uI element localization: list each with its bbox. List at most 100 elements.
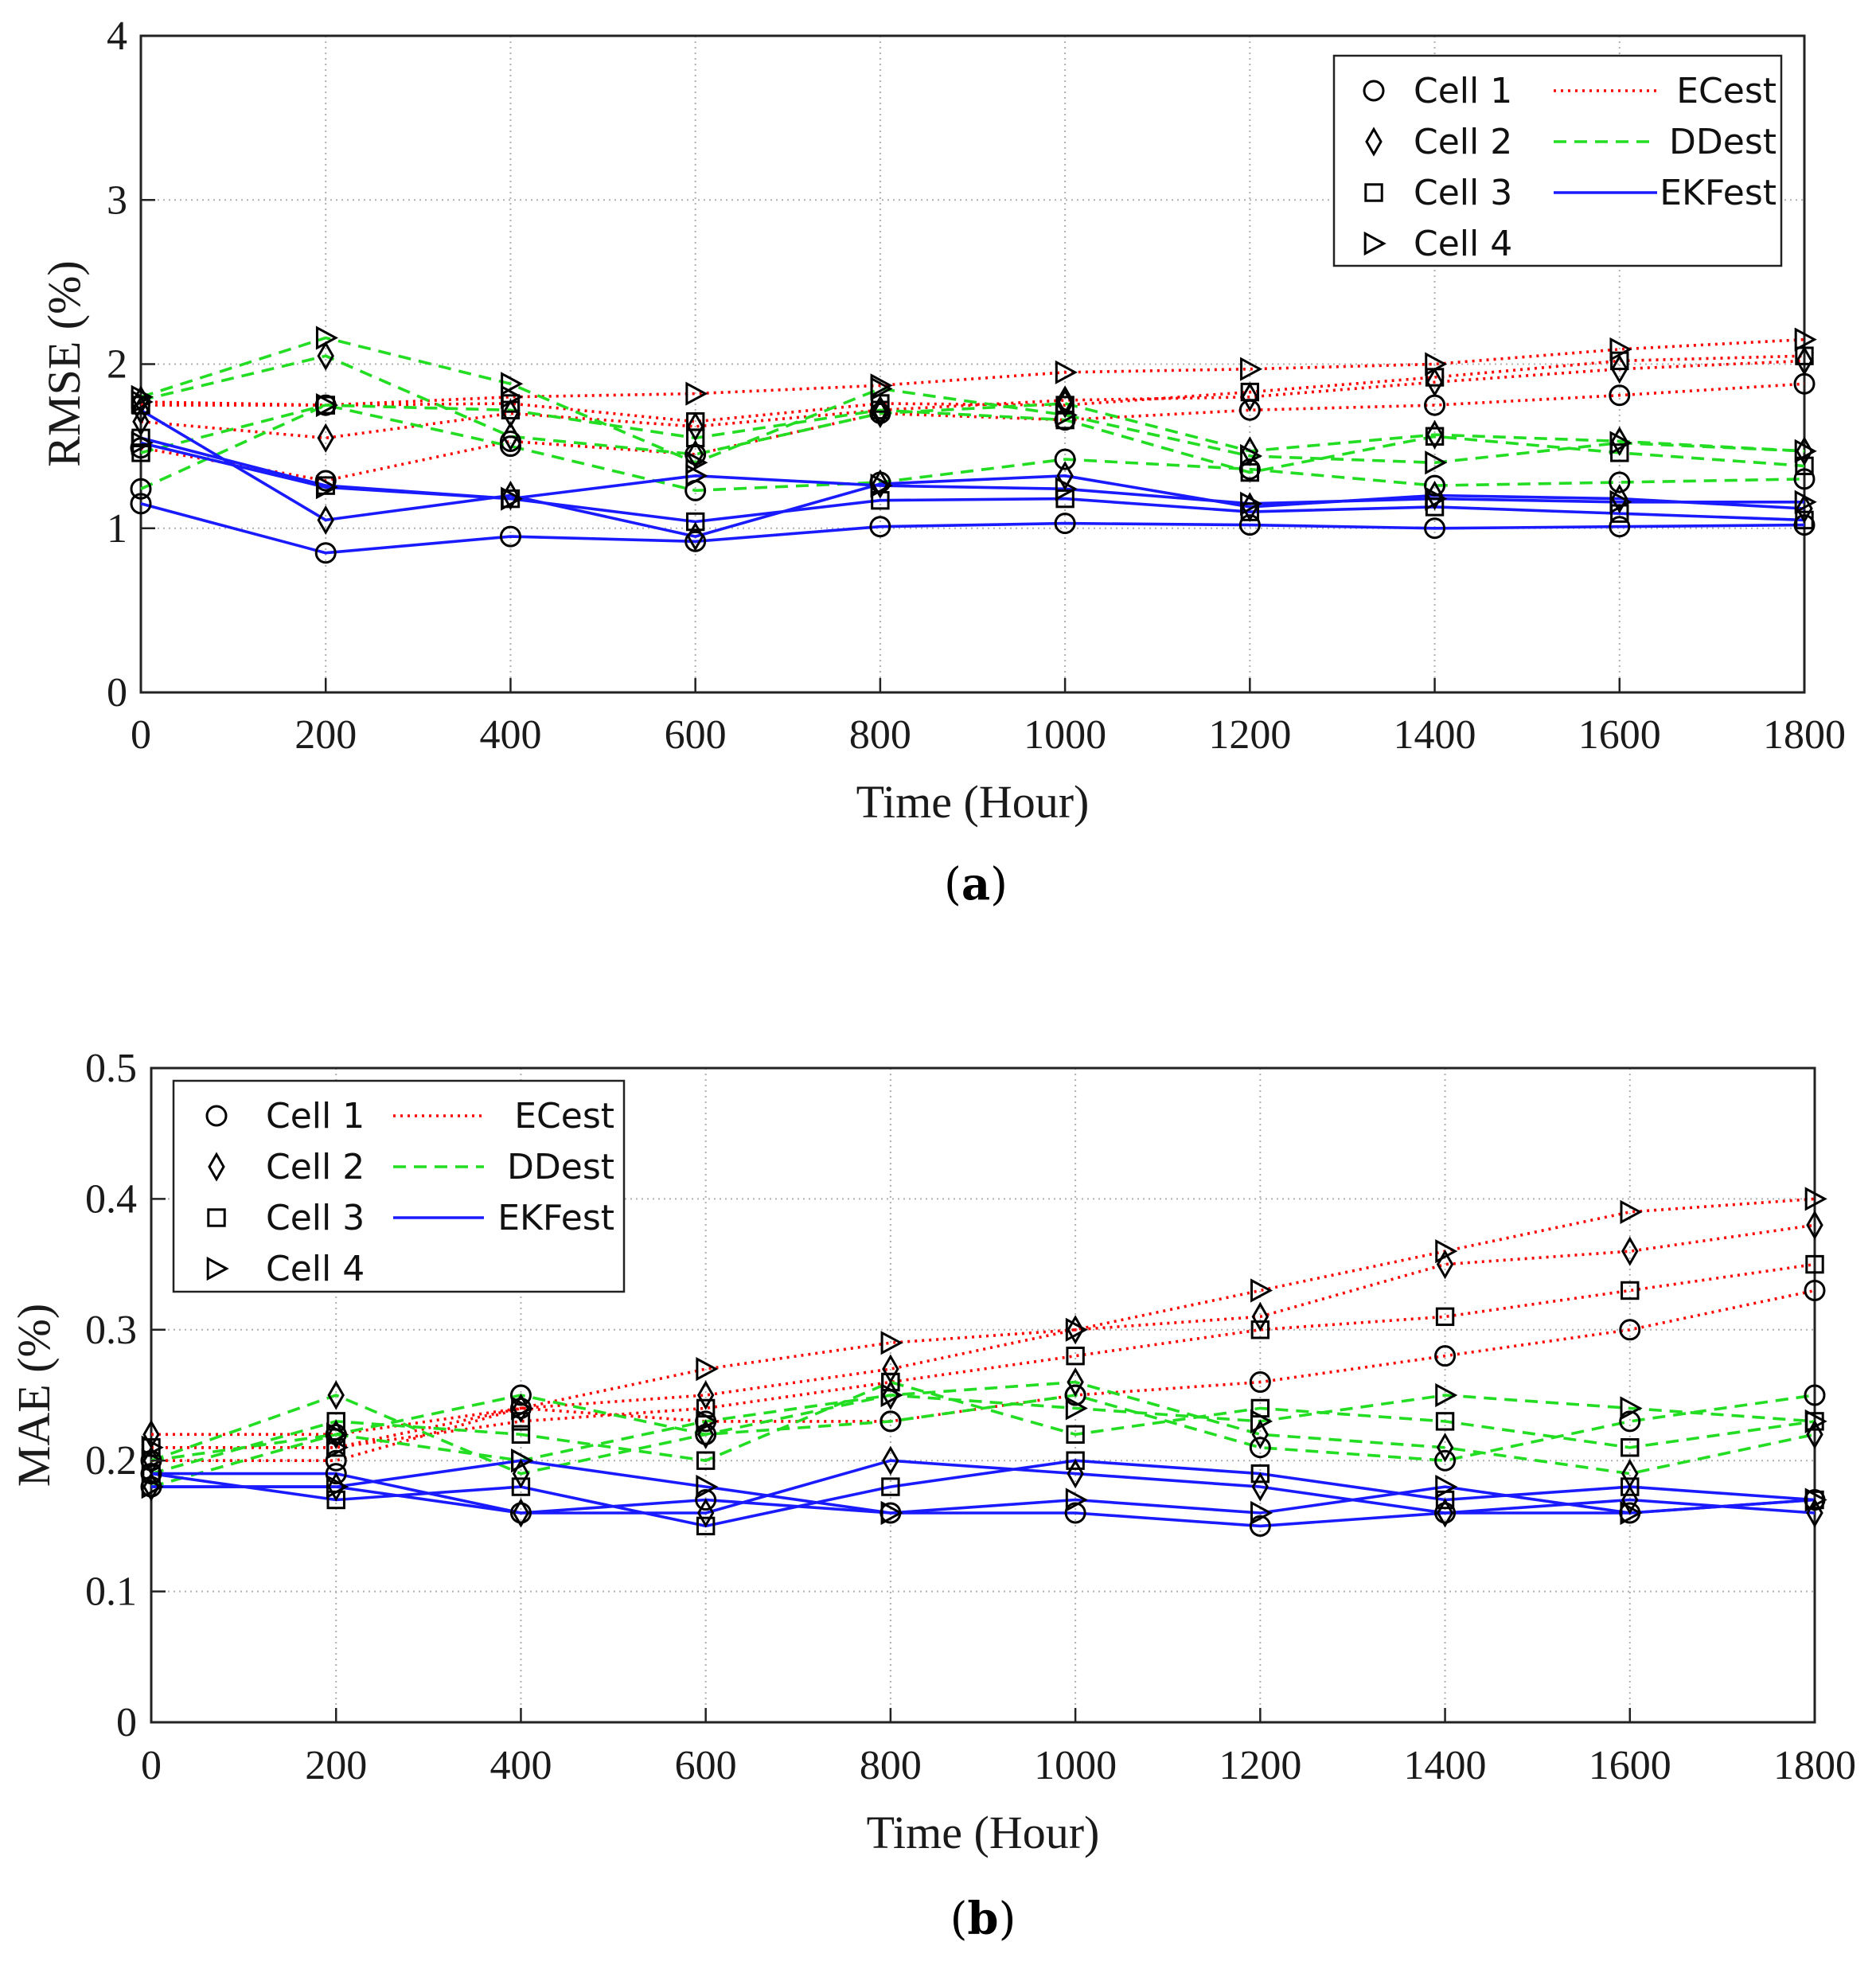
data-point-ddest-cell-2 — [501, 421, 520, 451]
data-point-ddest-cell-4 — [880, 1382, 903, 1408]
marker-layer — [130, 326, 1817, 564]
data-point-ekfest-cell-3 — [1066, 1451, 1085, 1470]
series-line-ddest-cell-4 — [140, 336, 1805, 465]
x-tick-label: 0 — [141, 1743, 162, 1788]
data-point-ecest-cell-2 — [132, 407, 150, 437]
data-point-ecest-cell-3 — [1795, 346, 1814, 365]
x-tick-label: 1800 — [1773, 1743, 1856, 1788]
data-point-ecest-cell-4 — [326, 1435, 349, 1460]
panel-b-legend-box — [172, 1079, 626, 1293]
panel-b-ticks: 0 200 400 600 800 1000 1200 1400 1600 1800 0 0.1 0.2… — [85, 1046, 1856, 1788]
series-line-ddest-cell-2 — [150, 1380, 1816, 1476]
x-tick-label: 1000 — [1024, 712, 1106, 758]
series-line-ddest-cell-3 — [140, 404, 1805, 474]
x-tick-label: 400 — [489, 1743, 552, 1788]
data-point-ddest-cell-2 — [1426, 419, 1444, 450]
data-point-ecest-cell-1 — [1609, 384, 1631, 407]
data-point-ecest-cell-4 — [1055, 360, 1078, 384]
y-tick-label: 4 — [107, 14, 127, 59]
data-point-ecest-cell-2 — [1796, 345, 1813, 376]
series-line-ecest-cell-3 — [141, 354, 1805, 423]
series-line-ekfest-cell-4 — [140, 441, 1804, 505]
series-line-ekfest-cell-2 — [140, 408, 1805, 538]
data-point-ddest-cell-3 — [1435, 1412, 1455, 1431]
triangle-right-icon — [1363, 231, 1387, 256]
data-point-ekfest-cell-4 — [326, 1474, 349, 1499]
data-point-ekfest-cell-1 — [1609, 516, 1631, 538]
data-point-ekfest-cell-4 — [1609, 489, 1632, 514]
data-point-ekfest-cell-2 — [132, 395, 150, 425]
x-tick-label: 1200 — [1208, 712, 1291, 758]
data-point-ecest-cell-4 — [1620, 1199, 1643, 1224]
legend-cell-label: Cell 1 — [266, 1096, 365, 1137]
data-point-ddest-cell-1 — [879, 1410, 902, 1433]
data-point-ddest-cell-1 — [1249, 1437, 1271, 1459]
legend-cell-label: Cell 4 — [266, 1249, 365, 1289]
data-point-ecest-cell-1 — [1434, 1345, 1457, 1367]
data-point-ddest-cell-4 — [1435, 1382, 1458, 1408]
y-tick-label: 0 — [107, 670, 127, 715]
panel-b-grid — [151, 1068, 1815, 1722]
data-point-ecest-cell-4 — [696, 1357, 719, 1382]
data-point-ddest-cell-1 — [1793, 468, 1816, 490]
data-point-ecest-cell-4 — [1804, 1187, 1827, 1211]
series-line-ekfest-cell-1 — [140, 502, 1805, 555]
series-line-ecest-cell-1 — [151, 1289, 1816, 1462]
series-line-ekfest-cell-4 — [151, 1459, 1816, 1515]
legend-method-label-ecest: ECest — [1676, 71, 1777, 111]
data-point-ddest-cell-2 — [1067, 1367, 1084, 1398]
data-point-ddest-cell-2 — [132, 385, 150, 415]
data-point-ecest-cell-2 — [1251, 1301, 1270, 1332]
data-point-ekfest-cell-4 — [141, 1474, 164, 1499]
data-point-ddest-cell-1 — [1619, 1410, 1641, 1433]
panel-a-series — [130, 326, 1817, 564]
data-point-ddest-cell-1 — [499, 435, 521, 458]
data-point-ekfest-cell-4 — [131, 431, 154, 455]
x-tick-label: 1800 — [1763, 712, 1846, 758]
data-point-ekfest-cell-4 — [685, 463, 708, 488]
y-tick-label: 0 — [116, 1700, 137, 1745]
data-point-ekfest-cell-2 — [882, 1445, 899, 1476]
legend-cell-label: Cell 3 — [266, 1198, 365, 1238]
data-point-ddest-cell-4 — [685, 450, 708, 475]
x-tick-label: 600 — [675, 1743, 737, 1788]
data-point-ekfest-cell-4 — [1425, 486, 1448, 511]
data-point-ecest-cell-4 — [880, 1331, 903, 1355]
square-icon — [1364, 183, 1383, 202]
data-point-ecest-cell-3 — [1240, 382, 1260, 402]
data-point-ekfest-cell-2 — [1056, 461, 1074, 491]
circle-icon — [1363, 80, 1385, 102]
y-tick-label: 0.5 — [85, 1046, 137, 1091]
data-point-ekfest-cell-4 — [315, 475, 338, 500]
data-point-ecest-cell-2 — [872, 395, 889, 425]
y-tick-label: 1 — [107, 506, 127, 552]
data-point-ekfest-cell-4 — [511, 1448, 534, 1473]
data-point-ekfest-cell-1 — [1424, 517, 1446, 540]
data-point-ddest-cell-4 — [1620, 1396, 1643, 1421]
data-point-ekfest-cell-1 — [695, 1489, 717, 1511]
data-point-ekfest-cell-1 — [325, 1463, 347, 1485]
data-point-ecest-cell-2 — [686, 411, 704, 442]
data-point-ddest-cell-2 — [1436, 1433, 1454, 1463]
data-point-ddest-cell-1 — [130, 478, 152, 500]
data-point-ecest-cell-2 — [1611, 354, 1628, 384]
series-line-ecest-cell-2 — [140, 359, 1805, 440]
square-icon — [207, 1208, 226, 1227]
y-tick-label: 0.2 — [85, 1438, 137, 1484]
data-point-ecest-cell-3 — [1066, 1346, 1085, 1366]
data-point-ddest-cell-1 — [1424, 474, 1446, 497]
series-line-ddest-cell-2 — [140, 354, 1805, 456]
data-point-ecest-cell-4 — [1435, 1239, 1458, 1264]
data-point-ddest-cell-4 — [696, 1409, 719, 1433]
data-point-ddest-cell-4 — [131, 384, 154, 409]
data-point-ecest-cell-4 — [685, 381, 708, 406]
data-point-ddest-cell-4 — [1794, 439, 1817, 463]
data-point-ddest-cell-3 — [685, 428, 705, 448]
data-point-ecest-cell-4 — [1609, 337, 1632, 362]
data-point-ecest-cell-3 — [1621, 1281, 1640, 1300]
legend-method-label-ekfest: EKFest — [1660, 173, 1777, 213]
data-point-ekfest-cell-4 — [1804, 1487, 1827, 1512]
data-point-ekfest-cell-4 — [1055, 477, 1078, 501]
series-line-ddest-cell-4 — [150, 1394, 1816, 1462]
data-point-ekfest-cell-2 — [317, 505, 334, 536]
